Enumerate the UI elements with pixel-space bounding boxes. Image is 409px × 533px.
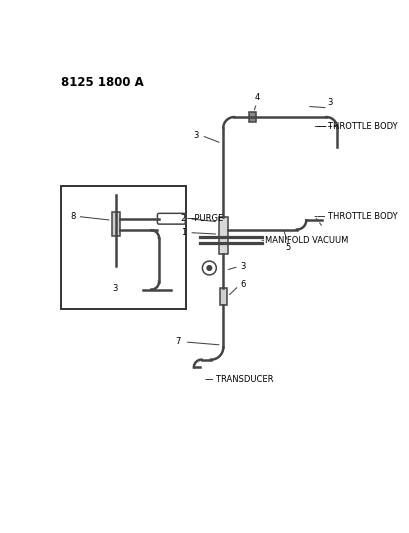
Text: 7: 7: [175, 337, 180, 346]
Text: 6: 6: [240, 280, 245, 289]
Text: 4: 4: [254, 93, 259, 102]
Text: 3: 3: [240, 262, 245, 271]
Text: 1: 1: [180, 228, 186, 237]
Text: 3: 3: [193, 131, 198, 140]
Text: —PURGE: —PURGE: [187, 214, 224, 223]
Bar: [112, 212, 120, 237]
Bar: [61, 185, 186, 309]
Text: 2: 2: [180, 214, 186, 223]
Text: — TRANSDUCER: — TRANSDUCER: [204, 375, 272, 384]
Text: MANIFOLD VACUUM: MANIFOLD VACUUM: [265, 236, 348, 245]
FancyBboxPatch shape: [157, 213, 185, 224]
Circle shape: [207, 265, 211, 270]
Text: 3: 3: [326, 98, 332, 107]
Text: 5: 5: [285, 244, 290, 252]
Text: 8125 1800 A: 8125 1800 A: [61, 76, 143, 90]
Bar: [249, 112, 256, 122]
Bar: [218, 217, 227, 254]
Bar: [219, 288, 226, 305]
Text: 8: 8: [70, 212, 76, 221]
Text: — THROTTLE BODY: — THROTTLE BODY: [316, 212, 397, 221]
Text: 3: 3: [112, 284, 117, 293]
Text: — THROTTLE BODY: — THROTTLE BODY: [316, 122, 397, 131]
